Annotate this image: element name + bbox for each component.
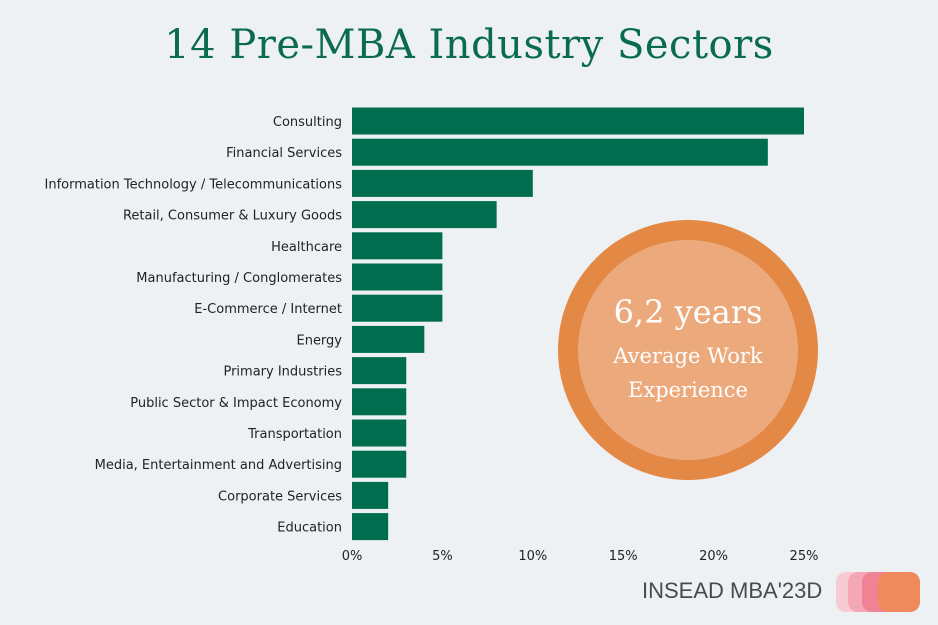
category-label: Financial Services (226, 146, 342, 161)
bar-8 (352, 357, 407, 385)
category-label: Public Sector & Impact Economy (130, 396, 342, 411)
work-experience-ring: 6,2 years Average Work Experience (558, 220, 818, 480)
x-tick-label: 25% (790, 549, 819, 564)
category-label: Consulting (273, 115, 342, 130)
bar-10 (352, 419, 407, 447)
work-experience-badge: 6,2 years Average Work Experience (578, 240, 798, 460)
category-label: Education (277, 521, 342, 536)
bar-11 (352, 450, 407, 478)
bar-1 (352, 138, 768, 166)
bar-7 (352, 325, 425, 353)
work-experience-value: 6,2 years (613, 293, 763, 331)
insead-logo (836, 572, 922, 614)
x-tick-label: 5% (432, 549, 453, 564)
bar-4 (352, 232, 443, 260)
bar-3 (352, 201, 497, 229)
category-label: Media, Entertainment and Advertising (95, 458, 342, 473)
x-tick-label: 15% (609, 549, 638, 564)
category-label: Manufacturing / Conglomerates (136, 271, 342, 286)
bar-13 (352, 513, 389, 541)
category-label: E-Commerce / Internet (194, 302, 342, 317)
category-label: Energy (296, 333, 342, 348)
category-label: Corporate Services (218, 489, 342, 504)
x-tick-label: 0% (342, 549, 363, 564)
x-tick-label: 10% (518, 549, 547, 564)
category-label: Retail, Consumer & Luxury Goods (123, 209, 342, 224)
category-label: Primary Industries (223, 365, 342, 380)
work-experience-label-line1: Average Work (613, 344, 763, 368)
bar-2 (352, 169, 533, 197)
bar-0 (352, 107, 804, 135)
bar-5 (352, 263, 443, 291)
chart-title: 14 Pre-MBA Industry Sectors (164, 22, 774, 68)
x-tick-label: 20% (699, 549, 728, 564)
work-experience-label-line2: Experience (628, 378, 748, 402)
footer-label: INSEAD MBA'23D (642, 578, 823, 603)
bar-9 (352, 388, 407, 416)
bar-12 (352, 481, 389, 509)
bar-6 (352, 294, 443, 322)
category-label: Transportation (247, 427, 342, 442)
category-label: Information Technology / Telecommunicati… (45, 177, 343, 192)
category-label: Healthcare (271, 240, 342, 255)
